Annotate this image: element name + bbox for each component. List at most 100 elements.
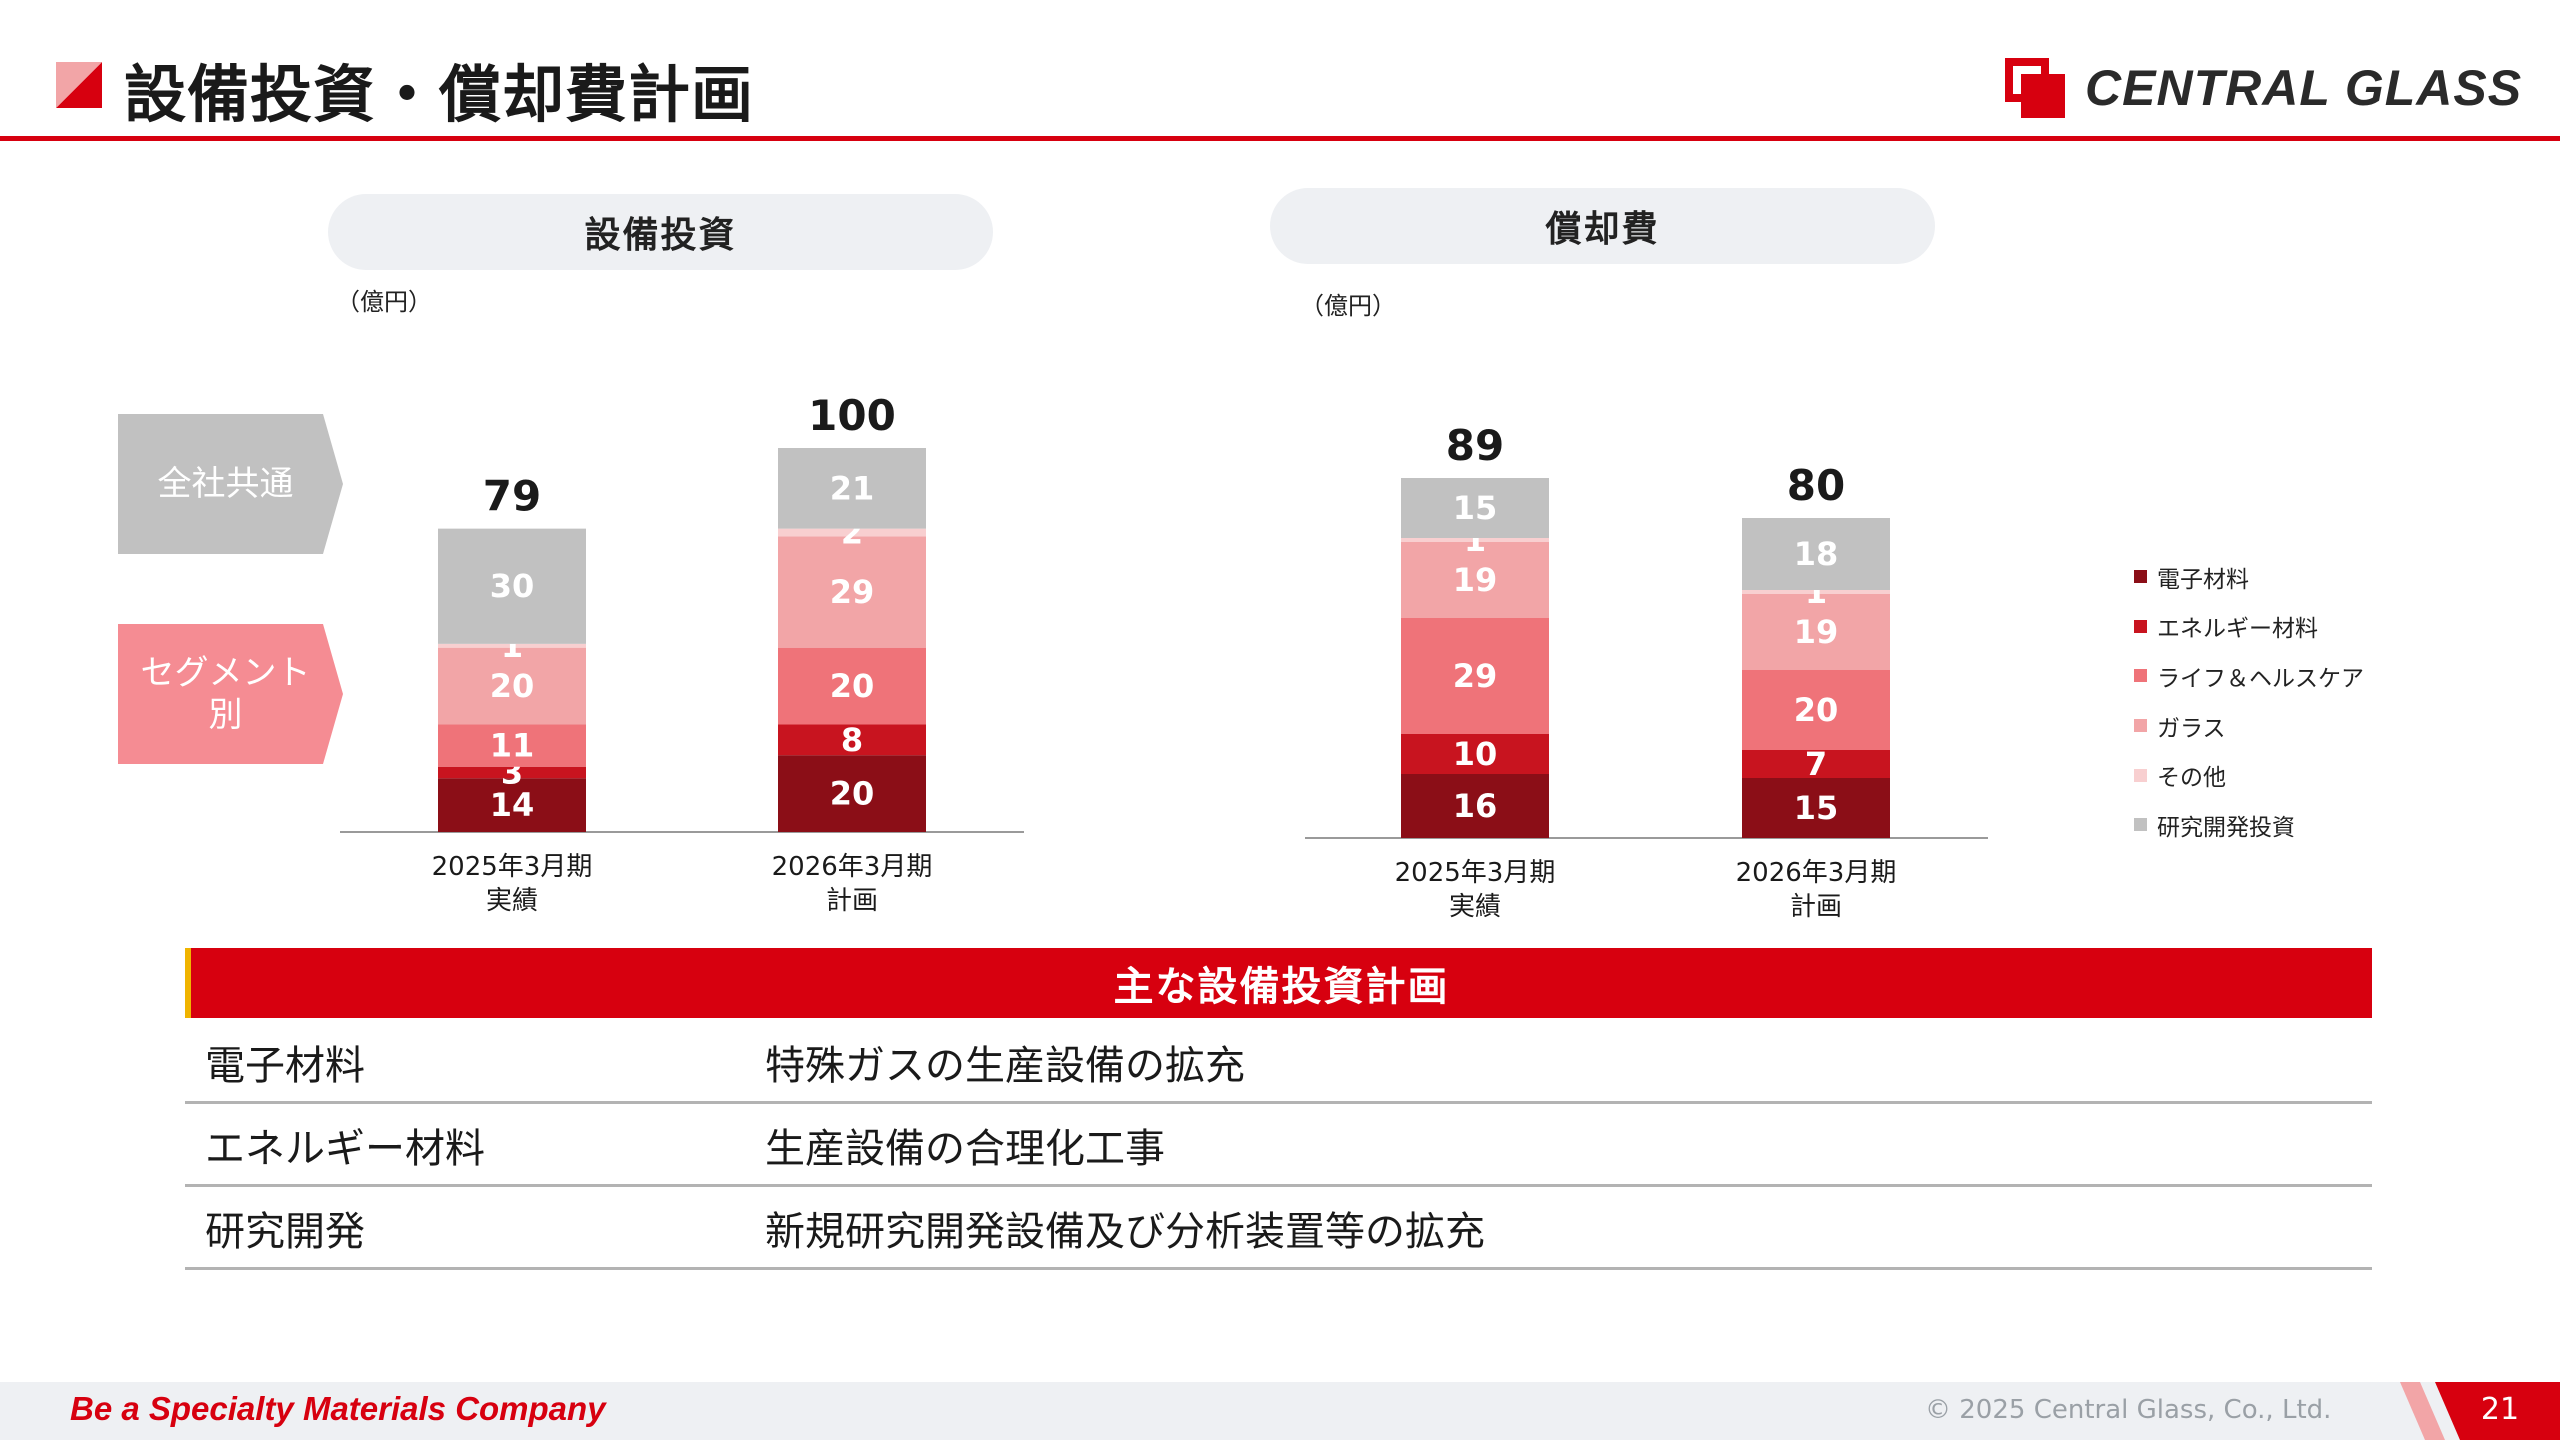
legend-item: ライフ＆ヘルスケア <box>2134 651 2364 701</box>
legend-label: 電子材料 <box>2157 566 2249 593</box>
bar-data-label: 30 <box>490 567 535 605</box>
company-logo: CENTRAL GLASS <box>2005 58 2522 118</box>
legend-swatch <box>2134 570 2147 584</box>
bar-segment <box>778 647 926 725</box>
bar-total-label: 89 <box>1446 421 1504 470</box>
title-mark-icon <box>56 62 102 108</box>
plan-category: 電子材料 <box>205 1042 365 1089</box>
bar-segment <box>1742 670 1890 750</box>
x-tick-label: 2025年3月期 <box>1395 858 1556 888</box>
x-tick-label: 2025年3月期 <box>432 852 593 882</box>
legend-swatch <box>2134 669 2147 683</box>
bar-data-label: 18 <box>1794 535 1839 573</box>
bar-data-label: 19 <box>1794 613 1839 651</box>
plan-description: 新規研究開発設備及び分析装置等の拡充 <box>765 1208 1485 1255</box>
side-label-common-shape <box>118 414 343 554</box>
bar-data-label: 20 <box>1794 691 1839 729</box>
bar-segment <box>1401 618 1549 734</box>
capex-unit-label: （億円） <box>336 288 432 316</box>
page-title: 設備投資・償却費計画 <box>124 58 755 131</box>
header-divider <box>0 136 2560 141</box>
legend-item: ガラス <box>2134 701 2364 751</box>
bar-data-label: 8 <box>841 721 863 759</box>
depreciation-panel-header: 償却費 <box>1270 188 1935 264</box>
legend-item: その他 <box>2134 750 2364 800</box>
bar-data-label: 10 <box>1453 735 1498 773</box>
bar-segment <box>778 536 926 648</box>
bar-data-label: 20 <box>490 667 535 705</box>
side-label-segment: セグメント 別 <box>140 652 311 736</box>
legend-item: 電子材料 <box>2134 552 2364 602</box>
plan-category: 研究開発 <box>205 1208 365 1255</box>
side-label-segment-shape <box>118 624 343 764</box>
bar-total-label: 80 <box>1787 461 1845 510</box>
bar-segment <box>778 448 926 529</box>
legend-item: 研究開発投資 <box>2134 800 2364 850</box>
bar-data-label: 29 <box>830 573 875 611</box>
capex-panel-header: 設備投資 <box>328 194 993 270</box>
x-tick-label: 計画 <box>1790 892 1842 922</box>
bar-segment <box>1742 518 1890 590</box>
plan-description: 生産設備の合理化工事 <box>765 1125 1165 1172</box>
bar-data-label: 20 <box>830 667 875 705</box>
plans-table-title: 主な設備投資計画 <box>185 948 2372 1018</box>
bar-total-label: 100 <box>808 391 896 440</box>
legend-swatch <box>2134 719 2147 733</box>
bar-segment <box>1401 774 1549 838</box>
legend-label: エネルギー材料 <box>2157 616 2318 643</box>
bar-segment <box>438 647 586 725</box>
bar-data-label: 20 <box>830 775 875 813</box>
footer-tagline: Be a Specialty Materials Company <box>70 1390 606 1427</box>
bar-data-label: 19 <box>1453 561 1498 599</box>
x-tick-label: 実績 <box>1449 892 1501 922</box>
x-tick-label: 実績 <box>486 886 538 916</box>
bar-segment <box>1401 542 1549 618</box>
chart-legend: 電子材料エネルギー材料ライフ＆ヘルスケア ガラスその他 研究開発投資 <box>2134 552 2364 850</box>
footer-band <box>0 1382 2560 1440</box>
x-tick-label: 計画 <box>826 886 878 916</box>
bar-data-label: 29 <box>1453 657 1498 695</box>
bar-data-label: 11 <box>490 727 535 765</box>
bar-segment <box>1401 538 1549 542</box>
bar-data-label: 15 <box>1794 789 1839 827</box>
x-tick-label: 2026年3月期 <box>1736 858 1897 888</box>
bar-data-label: 14 <box>490 786 535 824</box>
bar-segment <box>1742 750 1890 778</box>
legend-item: エネルギー材料 <box>2134 602 2364 652</box>
legend-label: ライフ＆ヘルスケア <box>2157 665 2364 692</box>
bar-segment <box>1742 778 1890 838</box>
table-row: 研究開発 新規研究開発設備及び分析装置等の拡充 <box>185 1188 2372 1270</box>
bar-total-label: 79 <box>483 472 541 521</box>
x-tick-label: 2026年3月期 <box>772 852 933 882</box>
depreciation-unit-label: （億円） <box>1300 292 1396 320</box>
page-number: 21 <box>2480 1392 2520 1427</box>
logo-text: CENTRAL GLASS <box>2085 60 2523 116</box>
bar-segment <box>438 778 586 832</box>
bar-data-label: 21 <box>830 469 875 507</box>
legend-swatch <box>2134 818 2147 832</box>
table-row: 電子材料 特殊ガスの生産設備の拡充 <box>185 1022 2372 1104</box>
side-label-common: 全社共通 <box>157 463 294 504</box>
table-row: エネルギー材料 生産設備の合理化工事 <box>185 1105 2372 1187</box>
plan-description: 特殊ガスの生産設備の拡充 <box>765 1042 1245 1089</box>
bar-segment <box>438 643 586 648</box>
page-number-badge <box>2400 1382 2560 1440</box>
bar-data-label: 16 <box>1453 787 1498 825</box>
bar-segment <box>778 755 926 832</box>
legend-label: ガラス <box>2157 715 2226 742</box>
bar-segment <box>438 724 586 767</box>
bar-segment <box>1742 594 1890 670</box>
bar-segment <box>1401 734 1549 774</box>
bar-segment <box>1742 590 1890 594</box>
bar-data-label: 15 <box>1453 489 1498 527</box>
footer-copyright: © 2025 Central Glass, Co., Ltd. <box>1925 1395 2332 1425</box>
legend-swatch <box>2134 768 2147 782</box>
bar-segment <box>778 724 926 756</box>
plan-category: エネルギー材料 <box>205 1125 485 1172</box>
bar-data-label: 7 <box>1805 745 1827 783</box>
bar-segment <box>1401 478 1549 538</box>
legend-swatch <box>2134 619 2147 633</box>
bar-segment <box>438 528 586 644</box>
